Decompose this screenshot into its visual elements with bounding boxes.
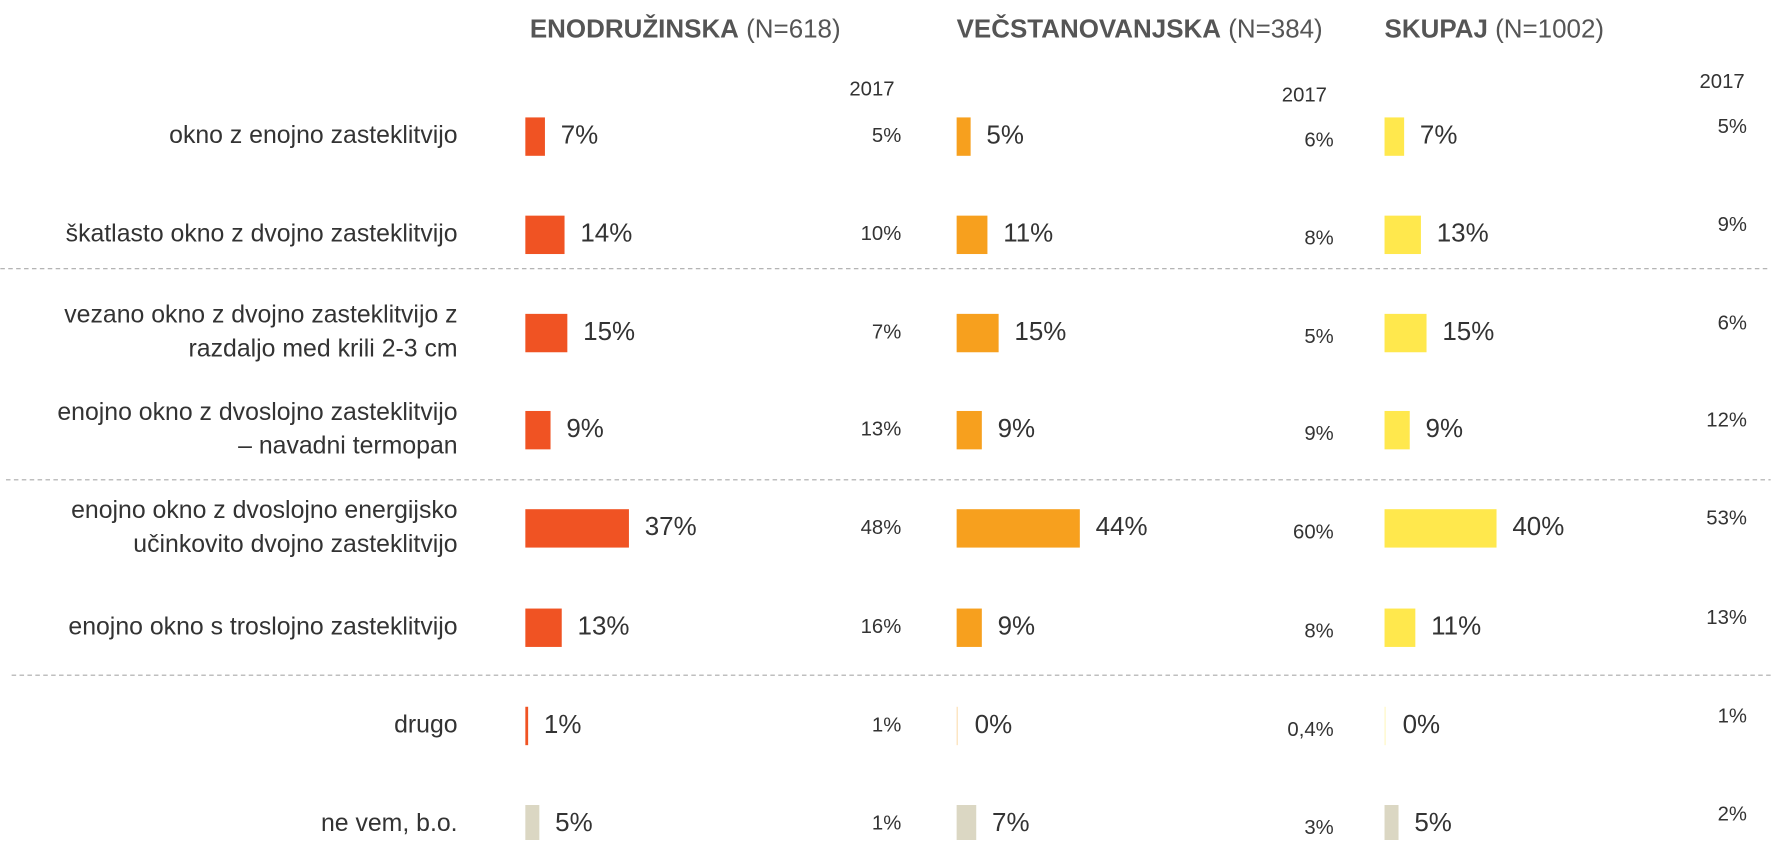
bar — [956, 215, 988, 255]
value-2017: 1% — [872, 714, 901, 736]
bar — [525, 410, 551, 450]
series-name: ENODRUŽINSKA — [530, 13, 739, 43]
value-label: 11% — [1431, 611, 1481, 641]
value-2017: 5% — [1304, 326, 1333, 348]
value-2017: 7% — [872, 321, 901, 343]
value-label: 7% — [992, 807, 1030, 837]
bar — [956, 706, 958, 746]
value-2017: 3% — [1304, 817, 1333, 839]
category-label: ne vem, b.o. — [321, 810, 458, 837]
series-n: (N=1002) — [1495, 13, 1604, 43]
bar — [956, 805, 977, 844]
bar — [1384, 117, 1405, 156]
bar — [1384, 805, 1399, 844]
panel-title: SKUPAJ (N=1002) — [1385, 13, 1605, 43]
year-label: 2017 — [1282, 84, 1327, 106]
value-2017: 53% — [1706, 508, 1747, 530]
value-label: 1% — [544, 709, 582, 739]
bar — [956, 313, 999, 353]
series-name: SKUPAJ — [1385, 13, 1488, 43]
bar — [1384, 608, 1416, 647]
value-label: 0% — [975, 709, 1013, 739]
value-label: 7% — [561, 119, 599, 149]
bar — [956, 608, 982, 647]
category-label: enojno okno z dvoslojno energijsko — [71, 497, 457, 524]
value-label: 9% — [998, 611, 1036, 641]
bar — [956, 117, 971, 156]
bar — [525, 805, 540, 844]
bar — [525, 117, 545, 156]
value-label: 9% — [1426, 413, 1464, 443]
value-2017: 13% — [1706, 607, 1747, 629]
value-2017: 1% — [1718, 705, 1747, 727]
category-label: okno z enojno zasteklitvijo — [169, 122, 457, 149]
series-n: (N=384) — [1228, 13, 1322, 43]
category-label: vezano okno z dvojno zasteklitvijo z — [64, 302, 457, 329]
value-2017: 2% — [1718, 804, 1747, 826]
value-2017: 5% — [1718, 116, 1747, 138]
bar — [525, 706, 529, 746]
value-2017: 48% — [861, 517, 902, 539]
value-label: 13% — [578, 611, 630, 641]
value-2017: 12% — [1706, 410, 1747, 432]
bar — [1384, 313, 1427, 353]
value-label: 9% — [566, 413, 604, 443]
value-label: 7% — [1420, 119, 1458, 149]
value-label: 15% — [1442, 316, 1494, 346]
bar — [525, 313, 568, 353]
category-label: razdaljo med krili 2-3 cm — [189, 336, 458, 363]
value-label: 5% — [1414, 807, 1452, 837]
value-2017: 8% — [1304, 228, 1333, 250]
category-label: škatlasto okno z dvojno zasteklitvijo — [66, 220, 458, 247]
value-label: 40% — [1512, 511, 1564, 541]
value-2017: 0,4% — [1287, 719, 1333, 741]
value-label: 9% — [998, 413, 1036, 443]
bar — [525, 509, 629, 548]
series-n: (N=618) — [746, 13, 841, 43]
value-2017: 16% — [861, 616, 902, 638]
value-label: 5% — [555, 807, 593, 837]
value-2017: 9% — [1304, 423, 1333, 445]
value-label: 14% — [580, 218, 632, 248]
value-label: 15% — [1014, 316, 1066, 346]
panel-title: ENODRUŽINSKA (N=618) — [530, 13, 841, 43]
value-2017: 60% — [1293, 521, 1334, 543]
category-label: – navadni termopan — [238, 433, 457, 460]
category-label: enojno okno z dvoslojno zasteklitvijo — [57, 399, 457, 426]
bar — [956, 509, 1080, 548]
value-label: 15% — [583, 316, 635, 346]
value-2017: 1% — [872, 813, 901, 835]
value-label: 44% — [1096, 511, 1148, 541]
year-label: 2017 — [849, 79, 894, 101]
bar — [525, 215, 565, 255]
value-2017: 6% — [1304, 130, 1333, 152]
value-label: 37% — [645, 511, 697, 541]
value-2017: 10% — [861, 223, 902, 245]
value-2017: 5% — [872, 125, 901, 147]
value-label: 0% — [1403, 709, 1441, 739]
bar — [525, 608, 562, 647]
panel-title: VEČSTANOVANJSKA (N=384) — [957, 13, 1323, 43]
value-label: 13% — [1437, 218, 1489, 248]
bar — [1384, 410, 1410, 450]
series-name: VEČSTANOVANJSKA — [957, 13, 1222, 43]
year-label: 2017 — [1700, 71, 1745, 93]
value-label: 5% — [986, 119, 1024, 149]
bar — [956, 410, 982, 450]
category-label: učinkovito dvojno zasteklitvijo — [133, 531, 457, 558]
bar — [1384, 215, 1421, 255]
value-2017: 13% — [861, 419, 902, 441]
bar — [1384, 706, 1386, 746]
value-label: 11% — [1003, 218, 1053, 248]
category-label: enojno okno s troslojno zasteklitvijo — [68, 613, 457, 640]
bar — [1384, 509, 1497, 548]
value-2017: 6% — [1718, 312, 1747, 334]
category-label: drugo — [394, 712, 458, 739]
value-2017: 8% — [1304, 621, 1333, 643]
value-2017: 9% — [1718, 214, 1747, 236]
